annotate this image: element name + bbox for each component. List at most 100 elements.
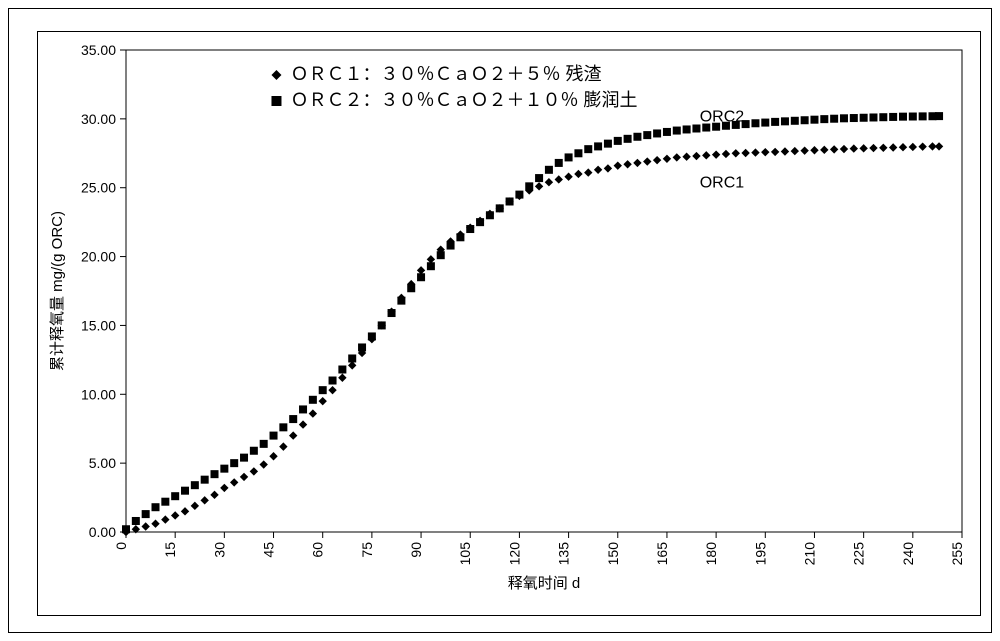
- square-marker-icon: [368, 332, 376, 340]
- y-tick-label: 10.00: [81, 386, 116, 402]
- x-tick-label: 90: [408, 542, 424, 558]
- diamond-marker-icon: [328, 386, 336, 394]
- diamond-marker-icon: [545, 178, 553, 186]
- square-marker-icon: [624, 135, 632, 143]
- square-marker-icon: [692, 124, 700, 132]
- square-marker-icon: [319, 386, 327, 394]
- diamond-marker-icon: [319, 397, 327, 405]
- diamond-marker-icon: [535, 182, 543, 190]
- square-marker-icon: [820, 115, 828, 123]
- square-marker-icon: [535, 174, 543, 182]
- diamond-marker-icon: [161, 515, 169, 523]
- diamond-marker-icon: [191, 502, 199, 510]
- square-marker-icon: [171, 492, 179, 500]
- diamond-marker-icon: [761, 148, 769, 156]
- square-marker-icon: [850, 114, 858, 122]
- square-marker-icon: [270, 432, 278, 440]
- square-marker-icon: [260, 440, 268, 448]
- square-marker-icon: [496, 204, 504, 212]
- diamond-marker-icon: [614, 161, 622, 169]
- y-tick-label: 20.00: [81, 249, 116, 265]
- diamond-marker-icon: [722, 150, 730, 158]
- square-marker-icon: [388, 309, 396, 317]
- square-marker-icon: [771, 118, 779, 126]
- square-marker-icon: [289, 415, 297, 423]
- legend-item-0: ＯＲＣ１：３０％ＣａＯ２＋５％ 残渣: [290, 64, 601, 84]
- x-tick-label: 15: [162, 542, 178, 558]
- diamond-marker-icon: [889, 143, 897, 151]
- diamond-marker-icon: [289, 431, 297, 439]
- square-marker-icon: [230, 459, 238, 467]
- diamond-marker-icon: [673, 153, 681, 161]
- x-tick-label: 255: [949, 542, 965, 566]
- x-tick-label: 150: [605, 542, 621, 566]
- diamond-marker-icon: [279, 442, 287, 450]
- square-marker-icon: [447, 242, 455, 250]
- diamond-marker-icon: [230, 478, 238, 486]
- square-marker-icon: [525, 182, 533, 190]
- square-marker-icon: [250, 447, 258, 455]
- square-marker-icon: [604, 140, 612, 148]
- square-marker-icon: [506, 197, 514, 205]
- x-tick-label: 105: [457, 542, 473, 566]
- y-tick-label: 15.00: [81, 317, 116, 333]
- diamond-marker-icon: [151, 520, 159, 528]
- diamond-marker-icon: [800, 146, 808, 154]
- diamond-marker-icon: [869, 144, 877, 152]
- square-marker-icon: [427, 262, 435, 270]
- square-marker-icon: [309, 396, 317, 404]
- square-marker-icon: [761, 119, 769, 127]
- square-marker-icon: [683, 125, 691, 133]
- square-marker-icon: [751, 119, 759, 127]
- y-tick-label: 30.00: [81, 111, 116, 127]
- diamond-marker-icon: [309, 409, 317, 417]
- square-marker-icon: [407, 284, 415, 292]
- x-tick-label: 45: [261, 542, 277, 558]
- square-marker-icon: [181, 487, 189, 495]
- diamond-marker-icon: [771, 148, 779, 156]
- diamond-marker-icon: [564, 172, 572, 180]
- x-tick-label: 240: [900, 542, 916, 566]
- square-marker-icon: [348, 354, 356, 362]
- square-marker-icon: [201, 476, 209, 484]
- x-tick-label: 165: [654, 542, 670, 566]
- diamond-marker-icon: [712, 150, 720, 158]
- diamond-marker-icon: [643, 157, 651, 165]
- diamond-marker-icon: [692, 152, 700, 160]
- diamond-marker-icon: [141, 522, 149, 530]
- square-marker-icon: [643, 131, 651, 139]
- square-marker-icon: [161, 498, 169, 506]
- square-marker-icon: [456, 233, 464, 241]
- diamond-marker-icon: [633, 159, 641, 167]
- diamond-marker-icon: [751, 148, 759, 156]
- diamond-marker-icon: [299, 420, 307, 428]
- chart-container: 0.005.0010.0015.0020.0025.0030.0035.0001…: [37, 31, 981, 616]
- diamond-marker-icon: [840, 145, 848, 153]
- square-marker-icon: [935, 112, 943, 120]
- square-marker-icon: [614, 137, 622, 145]
- y-axis-label: 累计释氧量 mg/(g ORC): [49, 211, 66, 371]
- square-marker-icon: [122, 525, 130, 533]
- diamond-marker-icon: [250, 467, 258, 475]
- diamond-marker-icon: [259, 460, 267, 468]
- square-marker-icon: [663, 128, 671, 136]
- square-marker-icon: [860, 114, 868, 122]
- square-marker-icon: [220, 465, 228, 473]
- square-marker-icon: [869, 113, 877, 121]
- series-label-ORC1: ORC1: [700, 175, 745, 192]
- diamond-marker-icon: [859, 144, 867, 152]
- square-marker-icon: [240, 454, 248, 462]
- diamond-marker-icon: [210, 491, 218, 499]
- square-marker-icon: [781, 117, 789, 125]
- square-marker-icon: [889, 113, 897, 121]
- diamond-marker-icon: [935, 142, 943, 150]
- square-marker-icon: [417, 273, 425, 281]
- square-marker-icon: [329, 377, 337, 385]
- legend-item-1: ＯＲＣ２：３０％ＣａＯ２＋１０％ 膨润土: [290, 90, 637, 110]
- diamond-marker-icon: [200, 496, 208, 504]
- diamond-marker-icon: [171, 511, 179, 519]
- square-marker-icon: [594, 142, 602, 150]
- square-marker-icon: [279, 423, 287, 431]
- diamond-marker-icon: [899, 143, 907, 151]
- y-tick-label: 25.00: [81, 180, 116, 196]
